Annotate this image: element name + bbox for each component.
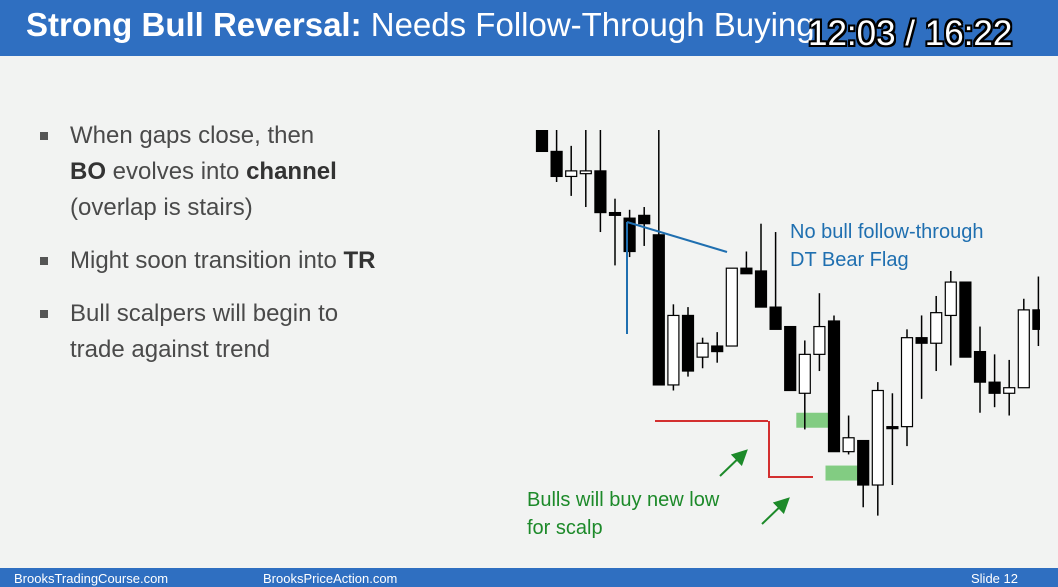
bear-candle	[1032, 309, 1040, 330]
bear-candle	[988, 381, 1001, 394]
bullet-line: (overlap is stairs)	[70, 190, 460, 226]
bull-candle	[667, 314, 680, 386]
footer-site-1: BrooksTradingCourse.com	[14, 571, 169, 586]
bullet-bold-text: channel	[246, 158, 337, 185]
bear-candle	[959, 281, 972, 358]
buy-low-note-line2: for scalp	[527, 517, 603, 539]
bull-candle	[871, 389, 884, 486]
bullet-text: trade against trend	[70, 336, 271, 363]
video-time-overlay: 12:03 / 16:22	[808, 14, 1013, 53]
bear-flag-trendline	[626, 221, 728, 253]
bullet-line: Bull scalpers will begin to	[70, 296, 460, 332]
bullet-item: When gaps close, then BO evolves into cha…	[40, 118, 460, 226]
buy-low-note: Bulls will buy new low for scalp	[527, 486, 719, 542]
new-low-step-line	[768, 421, 813, 478]
slide-title-bar: Strong Bull Reversal: Needs Follow-Throu…	[0, 0, 1058, 56]
bear-candle	[857, 439, 870, 486]
bullet-text: Bull scalpers will begin to	[70, 300, 339, 327]
bullet-marker-icon	[40, 132, 48, 140]
bear-flag-note: No bull follow-through DT Bear Flag	[790, 218, 983, 274]
bear-candle	[638, 214, 651, 225]
bear-candle	[754, 270, 768, 308]
bear-candle	[769, 306, 782, 330]
bullet-marker-icon	[40, 257, 48, 265]
bear-candle	[681, 314, 695, 372]
buy-low-note-line1: Bulls will buy new low	[527, 489, 720, 511]
bullet-line: trade against trend	[70, 332, 460, 368]
bull-candle	[579, 170, 592, 175]
bullet-text: evolves into	[106, 158, 247, 185]
footer-site-2: BrooksPriceAction.com	[263, 571, 398, 586]
bear-candle	[652, 234, 665, 386]
title-rest-part: Needs Follow-Through Buying	[361, 6, 815, 43]
breakout-highlight	[796, 412, 832, 428]
bear-candle	[740, 267, 753, 275]
bullet-item: Might soon transition into TR	[40, 243, 460, 279]
bear-candle	[827, 320, 841, 453]
bear-flag-note-line2: DT Bear Flag	[790, 249, 909, 271]
bull-candle	[1003, 387, 1016, 394]
bullet-line: BO evolves into channel	[70, 154, 460, 190]
price-chart	[535, 130, 1040, 525]
bullet-item: Bull scalpers will begin to trade against…	[40, 296, 460, 368]
bullet-text: When gaps close, then	[70, 122, 315, 149]
bull-candle	[1017, 309, 1030, 389]
bear-candle	[623, 217, 636, 253]
breakout-highlight	[825, 465, 861, 481]
bullet-bold-text: BO	[70, 158, 106, 185]
bull-candle	[725, 267, 738, 347]
bear-flag-note-line1: No bull follow-through	[790, 221, 984, 243]
bear-candle	[594, 170, 607, 214]
bull-candle	[813, 325, 826, 355]
bull-candle	[842, 437, 855, 453]
lower-arrow-icon	[761, 497, 790, 525]
slide-title: Strong Bull Reversal: Needs Follow-Throu…	[26, 6, 815, 44]
bull-candle	[944, 281, 957, 317]
bear-candle	[550, 150, 563, 178]
slide-number: Slide 12	[971, 571, 1018, 586]
bull-candle	[798, 353, 811, 394]
bull-candle	[930, 312, 943, 344]
title-bold-part: Strong Bull Reversal:	[26, 6, 362, 43]
bullet-line: Might soon transition into TR	[70, 243, 460, 279]
bullet-text: (overlap is stairs)	[70, 194, 253, 221]
bull-candle	[900, 337, 914, 428]
bullet-marker-icon	[40, 310, 48, 318]
bear-candle	[886, 426, 899, 430]
bear-candle	[608, 211, 622, 216]
bullet-bold-text: TR	[343, 247, 376, 274]
bullet-text: Might soon transition into	[70, 247, 344, 274]
bear-candle	[711, 345, 724, 353]
bullet-line: When gaps close, then	[70, 118, 460, 154]
bear-candle	[535, 130, 549, 153]
slide-footer: BrooksTradingCourse.com BrooksPriceActio…	[0, 568, 1058, 587]
bear-candle	[915, 337, 928, 344]
bull-candle	[565, 170, 578, 178]
bull-candle	[696, 342, 709, 358]
bear-candle	[973, 350, 987, 383]
bear-candle	[784, 325, 797, 392]
upper-arrow-icon	[719, 449, 748, 477]
bullet-list: When gaps close, then BO evolves into cha…	[40, 118, 460, 385]
